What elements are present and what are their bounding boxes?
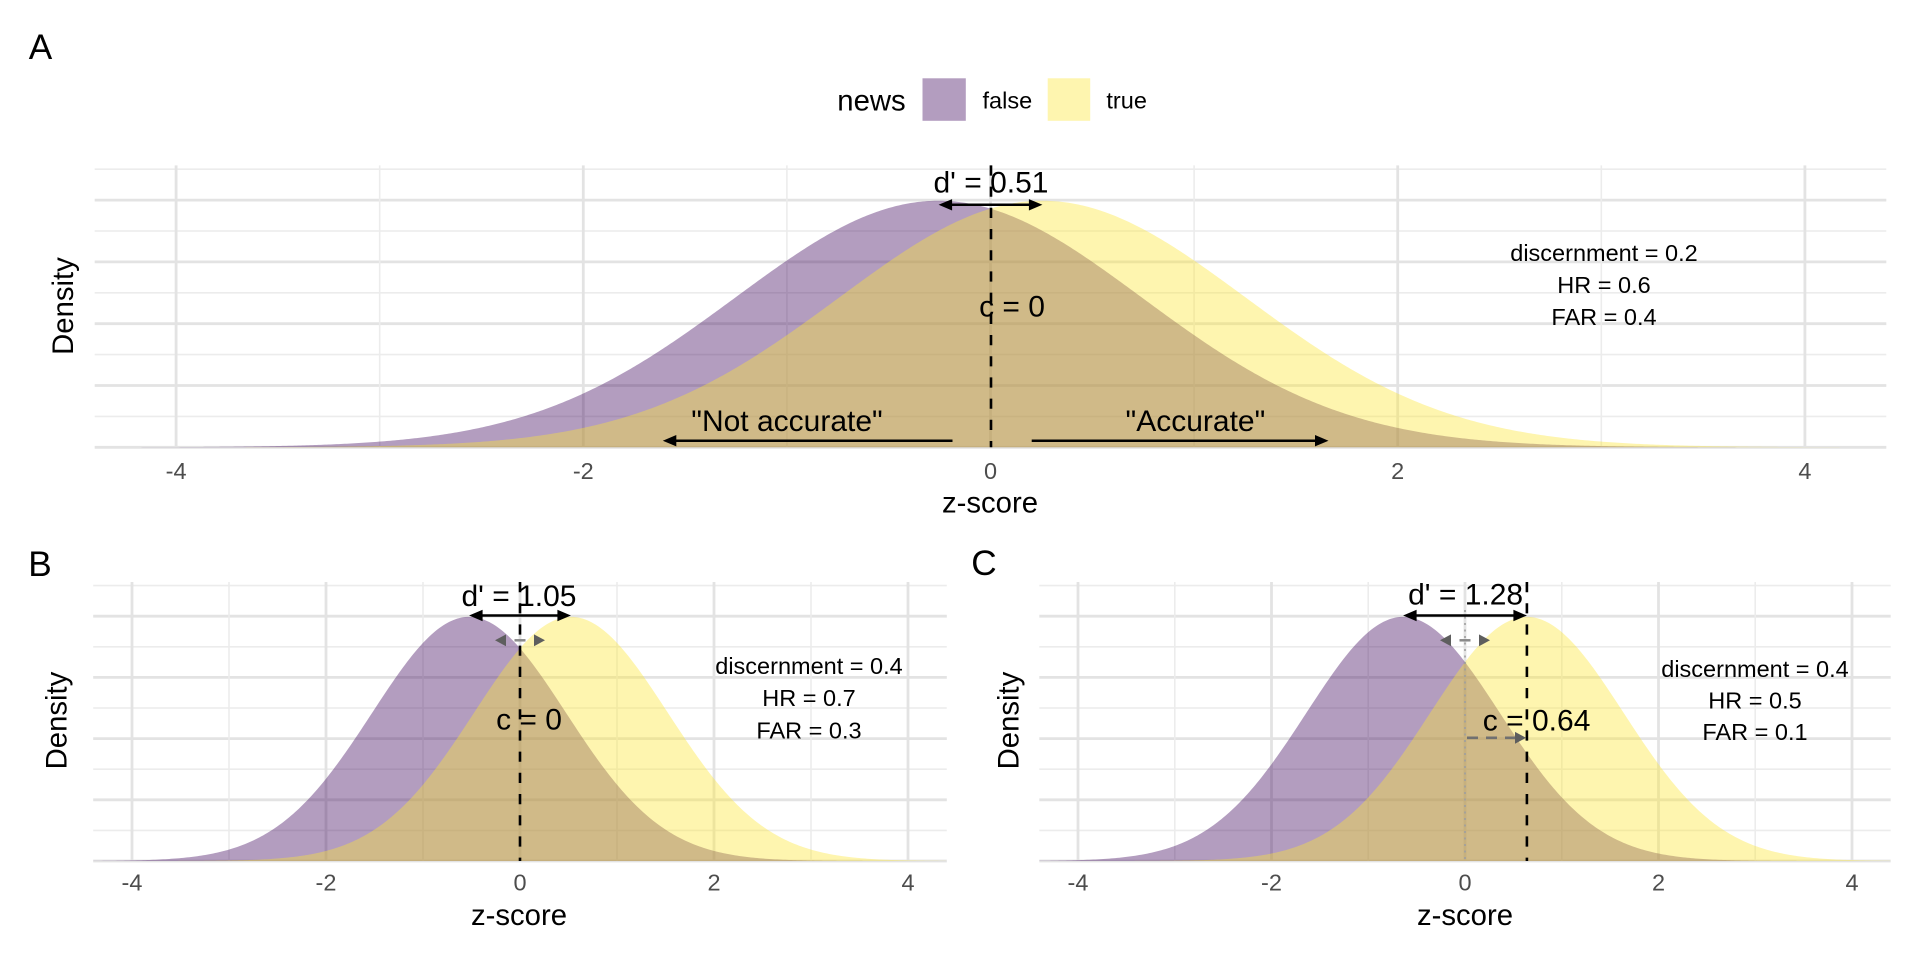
svg-text:FAR = 0.4: FAR = 0.4 (1551, 304, 1656, 330)
svg-text:Density: Density (47, 257, 80, 355)
svg-text:c = 0: c = 0 (979, 291, 1045, 324)
svg-text:-2: -2 (573, 458, 594, 484)
svg-text:z-score: z-score (942, 487, 1038, 520)
svg-text:0: 0 (1458, 870, 1471, 896)
svg-text:HR = 0.5: HR = 0.5 (1708, 687, 1801, 713)
svg-text:Density: Density (993, 671, 1026, 769)
svg-text:HR = 0.7: HR = 0.7 (762, 685, 855, 711)
svg-text:"Not accurate": "Not accurate" (691, 405, 882, 438)
svg-text:-4: -4 (122, 870, 143, 896)
svg-text:C: C (971, 544, 996, 583)
svg-text:z-score: z-score (1417, 899, 1513, 932)
svg-text:true: true (1106, 87, 1147, 113)
svg-text:z-score: z-score (471, 899, 567, 932)
svg-text:4: 4 (1798, 458, 1811, 484)
svg-text:2: 2 (707, 870, 720, 896)
svg-text:d' = 0.51: d' = 0.51 (934, 167, 1049, 200)
svg-text:FAR = 0.3: FAR = 0.3 (756, 717, 861, 743)
svg-text:B: B (28, 545, 51, 584)
svg-text:-4: -4 (166, 458, 187, 484)
svg-text:HR = 0.6: HR = 0.6 (1557, 272, 1650, 298)
svg-text:discernment = 0.4: discernment = 0.4 (1661, 656, 1848, 682)
svg-text:false: false (983, 87, 1033, 113)
svg-text:0: 0 (984, 458, 997, 484)
svg-text:-2: -2 (316, 870, 337, 896)
svg-text:c = 0.64: c = 0.64 (1483, 705, 1591, 738)
svg-text:2: 2 (1391, 458, 1404, 484)
svg-text:discernment = 0.2: discernment = 0.2 (1510, 240, 1697, 266)
svg-text:FAR = 0.1: FAR = 0.1 (1702, 719, 1807, 745)
svg-text:d' = 1.28: d' = 1.28 (1408, 579, 1523, 612)
svg-text:-4: -4 (1068, 870, 1089, 896)
svg-text:discernment = 0.4: discernment = 0.4 (715, 653, 902, 679)
svg-text:Density: Density (41, 671, 74, 769)
svg-text:-2: -2 (1261, 870, 1282, 896)
svg-text:2: 2 (1652, 870, 1665, 896)
svg-text:A: A (29, 28, 53, 67)
svg-text:c = 0: c = 0 (496, 704, 562, 737)
svg-text:4: 4 (901, 870, 914, 896)
svg-text:"Accurate": "Accurate" (1126, 405, 1266, 438)
svg-text:4: 4 (1845, 870, 1858, 896)
svg-text:news: news (837, 85, 905, 118)
svg-text:0: 0 (513, 870, 526, 896)
svg-text:d' = 1.05: d' = 1.05 (462, 580, 577, 613)
